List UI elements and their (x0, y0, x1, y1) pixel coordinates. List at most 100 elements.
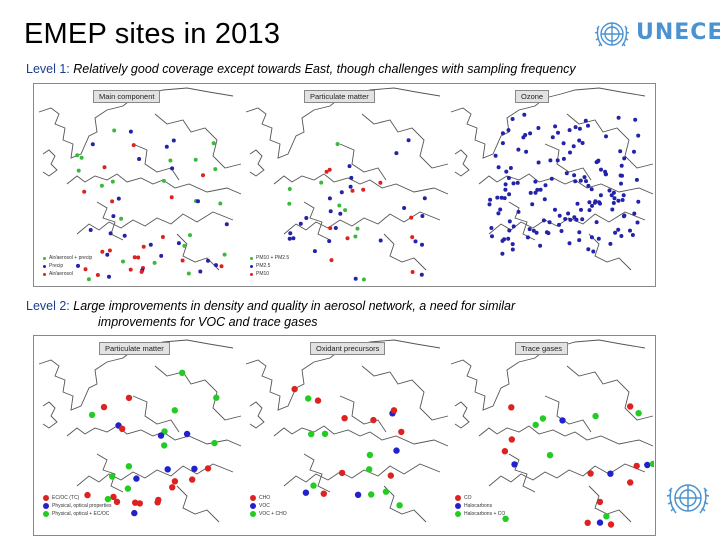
map-legend: CO Halocarbons Halocarbons + CO (455, 494, 505, 518)
station-dot (132, 255, 137, 260)
coastline (339, 143, 387, 181)
level1-label: Level 1: (26, 62, 70, 76)
station-dot (500, 238, 505, 243)
station-dot (607, 188, 612, 193)
station-dot (500, 251, 505, 256)
map-title: Main component (93, 90, 161, 103)
un-emblem-icon (666, 484, 710, 514)
station-dot (378, 180, 383, 185)
europe-map (38, 87, 242, 282)
station-dot (628, 228, 632, 233)
station-dot (201, 173, 205, 178)
station-dot (538, 243, 543, 248)
station-dot (113, 498, 121, 505)
station-dot (607, 521, 615, 528)
station-dot (137, 157, 142, 161)
station-dot (630, 233, 635, 237)
station-dot (409, 215, 414, 220)
station-dot (487, 202, 492, 207)
station-dot (612, 196, 617, 201)
station-dot (503, 182, 508, 187)
station-dot (572, 173, 577, 178)
station-dot (188, 233, 192, 238)
legend-item: Air/aerosol + precip (43, 254, 92, 262)
station-dot (355, 226, 360, 231)
station-dot (219, 264, 224, 269)
legend-item: PM10 + PM2.5 (250, 254, 289, 262)
station-dot (500, 141, 505, 146)
legend-label: Physical, optical properties (52, 503, 112, 509)
station-dot (550, 135, 555, 140)
station-dot (160, 235, 165, 239)
legend-label: Air/aerosol (49, 271, 73, 277)
station-dot (586, 183, 591, 188)
station-dot (635, 220, 640, 225)
station-dot (566, 211, 571, 216)
station-dot (592, 200, 597, 205)
station-dot (563, 217, 568, 221)
station-dot (112, 128, 117, 133)
level1-map-strip: Main component Air/aerosol + precip Prec… (33, 83, 656, 287)
station-dot (183, 430, 191, 438)
station-dot (354, 491, 362, 498)
coastline (566, 113, 654, 169)
station-dot (119, 425, 126, 432)
station-dot (136, 500, 143, 507)
station-dot (583, 118, 588, 123)
station-dot (288, 231, 293, 236)
station-dot (338, 211, 343, 216)
station-dot (531, 228, 536, 233)
station-dot (124, 485, 132, 492)
station-dot (131, 143, 136, 148)
station-dot (396, 502, 403, 509)
station-dot (627, 403, 634, 410)
station-dot (567, 241, 572, 246)
station-dot (168, 158, 173, 163)
station-dot (164, 466, 171, 473)
station-dot (555, 158, 560, 163)
station-dot (622, 156, 627, 161)
station-dot (507, 228, 512, 233)
legend-swatch (455, 511, 461, 517)
level2-text-line2: improvements for VOC and trace gases (98, 315, 318, 329)
legend-swatch (43, 264, 46, 268)
station-dot (510, 247, 515, 252)
legend-label: CO (464, 495, 472, 501)
coastline (303, 453, 331, 493)
europe-map (38, 339, 242, 523)
station-dot (420, 214, 425, 218)
station-dot (193, 157, 198, 162)
station-dot (320, 490, 327, 497)
legend-label: Halocarbons + CO (464, 511, 506, 517)
station-dot (577, 238, 582, 243)
coastline (154, 365, 242, 421)
station-dot (546, 231, 551, 236)
station-dot (366, 466, 373, 473)
station-dot (618, 149, 623, 154)
station-dot (579, 207, 583, 212)
station-dot (503, 187, 508, 192)
legend-label: PM10 + PM2.5 (256, 255, 290, 261)
station-dot (592, 412, 599, 420)
station-dot (179, 369, 186, 376)
station-dot (327, 167, 332, 172)
station-dot (110, 493, 117, 501)
station-dot (100, 403, 108, 411)
station-dot (510, 117, 515, 121)
station-dot (287, 187, 292, 191)
station-dot (556, 130, 560, 135)
station-dot (553, 207, 557, 212)
station-dot (406, 138, 411, 143)
station-dot (164, 144, 169, 149)
station-dot (580, 141, 585, 145)
station-dot (125, 394, 133, 402)
legend-swatch (250, 511, 256, 517)
station-dot (496, 165, 501, 170)
station-dot (564, 171, 569, 176)
legend-swatch (43, 272, 46, 276)
station-dot (104, 495, 112, 503)
legend-item: Halocarbons + CO (455, 510, 505, 518)
legend-label: Precip (49, 263, 64, 269)
station-dot (506, 176, 511, 180)
station-dot (398, 428, 405, 436)
